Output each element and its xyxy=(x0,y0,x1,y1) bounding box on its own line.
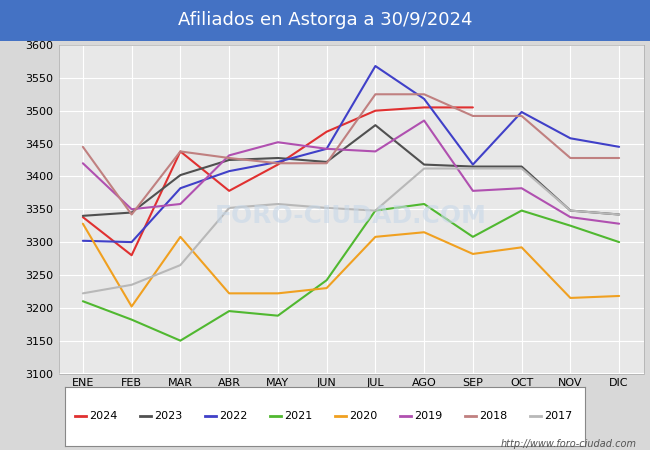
Text: 2018: 2018 xyxy=(479,411,507,421)
Text: 2022: 2022 xyxy=(219,411,248,421)
Text: 2020: 2020 xyxy=(349,411,377,421)
Text: 2024: 2024 xyxy=(89,411,118,421)
Text: 2017: 2017 xyxy=(544,411,572,421)
Text: 2021: 2021 xyxy=(284,411,312,421)
Text: Afiliados en Astorga a 30/9/2024: Afiliados en Astorga a 30/9/2024 xyxy=(177,11,473,29)
Text: 2023: 2023 xyxy=(154,411,182,421)
Text: 2019: 2019 xyxy=(414,411,442,421)
Text: FORO-CIUDAD.COM: FORO-CIUDAD.COM xyxy=(215,204,487,228)
Text: http://www.foro-ciudad.com: http://www.foro-ciudad.com xyxy=(501,439,637,449)
